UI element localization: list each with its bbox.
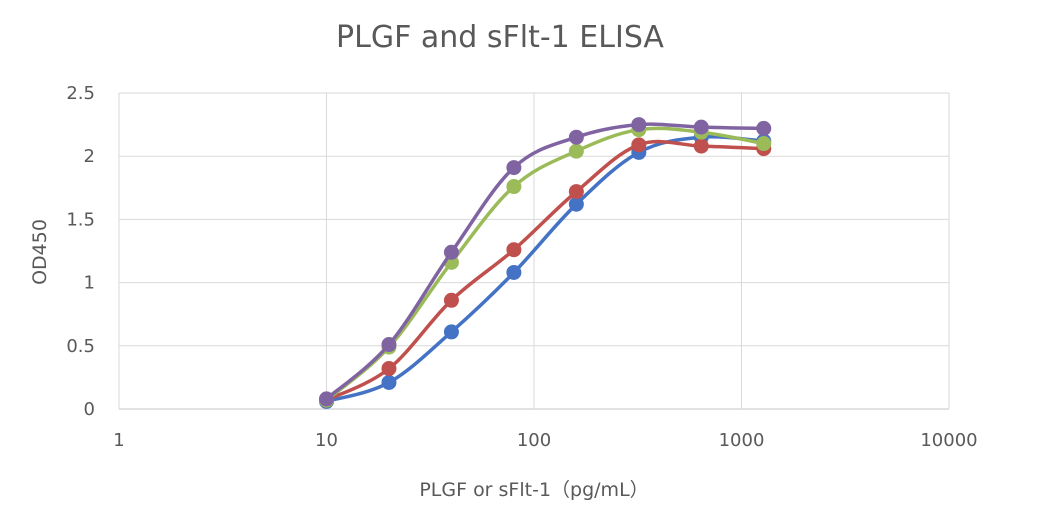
y-tick-label: 2.5 — [66, 83, 95, 104]
series-line-blue — [324, 135, 766, 404]
data-point-red — [631, 137, 647, 153]
data-point-purple — [693, 119, 709, 135]
x-tick-label: 10 — [315, 430, 338, 451]
grid-layer — [118, 92, 950, 410]
x-tick-label: 1 — [113, 430, 124, 451]
data-point-purple — [319, 391, 334, 407]
data-point-red — [568, 184, 584, 200]
data-point-red — [381, 361, 397, 377]
data-point-blue — [568, 196, 584, 212]
data-point-purple — [631, 117, 647, 133]
series-line-green — [324, 126, 766, 402]
y-axis-title: OD450 — [29, 219, 51, 285]
data-point-red — [506, 242, 522, 258]
data-point-blue — [506, 264, 522, 280]
data-point-purple — [381, 337, 397, 353]
chart-title: PLGF and sFlt-1 ELISA — [336, 20, 664, 55]
data-point-purple — [756, 120, 772, 136]
data-point-purple — [443, 244, 459, 260]
tick-labels: 0 0.5 1 1.5 2 2.5 1 10 100 1000 10000 — [66, 83, 977, 451]
y-tick-label: 1 — [84, 273, 95, 294]
data-point-red — [693, 138, 709, 154]
data-point-green — [756, 136, 772, 152]
data-point-red — [443, 292, 459, 308]
series-purple — [319, 117, 772, 407]
x-tick-label: 1000 — [719, 430, 765, 451]
data-point-purple — [506, 160, 522, 176]
x-tick-label: 100 — [517, 430, 551, 451]
y-tick-label: 0 — [84, 399, 95, 420]
series-line-red — [324, 139, 766, 402]
y-tick-label: 2 — [84, 146, 95, 167]
data-point-green — [506, 179, 522, 195]
y-tick-label: 1.5 — [66, 209, 95, 230]
series-layer — [319, 117, 772, 409]
y-tick-label: 0.5 — [66, 336, 95, 357]
data-point-purple — [568, 129, 584, 145]
x-tick-label: 10000 — [920, 430, 977, 451]
data-point-blue — [381, 374, 397, 390]
data-point-blue — [443, 324, 459, 340]
data-point-green — [568, 143, 584, 159]
x-axis-title: PLGF or sFlt-1（pg/mL） — [419, 479, 648, 501]
series-red — [319, 137, 772, 408]
